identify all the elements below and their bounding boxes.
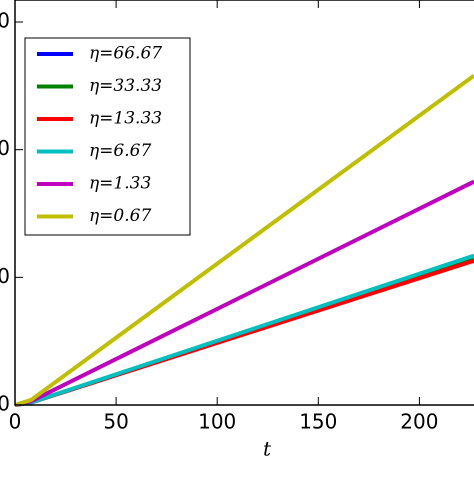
legend-label: η=0.67 — [89, 206, 151, 226]
plot-frame — [14, 0, 474, 406]
x-tick-label: 150 — [299, 410, 337, 434]
series-line — [14, 74, 474, 407]
x-tick-label: 50 — [103, 410, 128, 434]
y-tick-label: 100 — [0, 264, 10, 288]
x-tick-label: 0 — [9, 410, 22, 434]
legend-label: η=66.67 — [89, 44, 162, 64]
legend-box — [24, 37, 191, 236]
legend-label: η=6.67 — [89, 141, 151, 161]
y-tick-label: 200 — [0, 136, 10, 160]
y-tick-label: 300 — [0, 9, 10, 33]
x-tick-label: 100 — [198, 410, 236, 434]
legend-label: η=1.33 — [89, 174, 151, 194]
x-tick-label: 200 — [400, 410, 438, 434]
legend-label: η=33.33 — [89, 76, 162, 96]
series-line — [14, 253, 474, 407]
legend-label: η=13.33 — [89, 109, 162, 129]
x-axis-label: t — [263, 437, 272, 461]
y-tick-label: 0 — [0, 392, 10, 416]
